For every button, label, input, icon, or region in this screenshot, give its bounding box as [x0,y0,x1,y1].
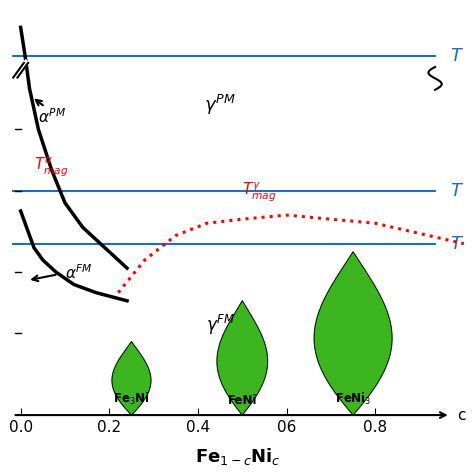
Polygon shape [112,342,151,415]
Text: $T_{mag}^{\gamma}$: $T_{mag}^{\gamma}$ [242,180,277,203]
Text: $\gamma^{FM}$: $\gamma^{FM}$ [206,313,235,337]
Text: FeNi$_3$: FeNi$_3$ [335,391,371,407]
Text: $\alpha^{PM}$: $\alpha^{PM}$ [38,108,66,127]
Text: $\alpha^{FM}$: $\alpha^{FM}$ [65,263,93,282]
Text: FeNi: FeNi [228,394,257,407]
Polygon shape [217,301,268,415]
Text: $T$: $T$ [450,235,465,253]
Text: $T$: $T$ [450,182,465,200]
X-axis label: Fe$_{1-c}$Ni$_c$: Fe$_{1-c}$Ni$_c$ [195,446,281,467]
Text: c: c [457,408,466,423]
Text: Fe$_3$Ni: Fe$_3$Ni [113,391,150,407]
Text: $\gamma^{PM}$: $\gamma^{PM}$ [204,93,236,117]
Text: $T$: $T$ [450,47,465,65]
Text: $T_{mag}^{\alpha}$: $T_{mag}^{\alpha}$ [34,155,69,178]
Polygon shape [314,252,392,415]
